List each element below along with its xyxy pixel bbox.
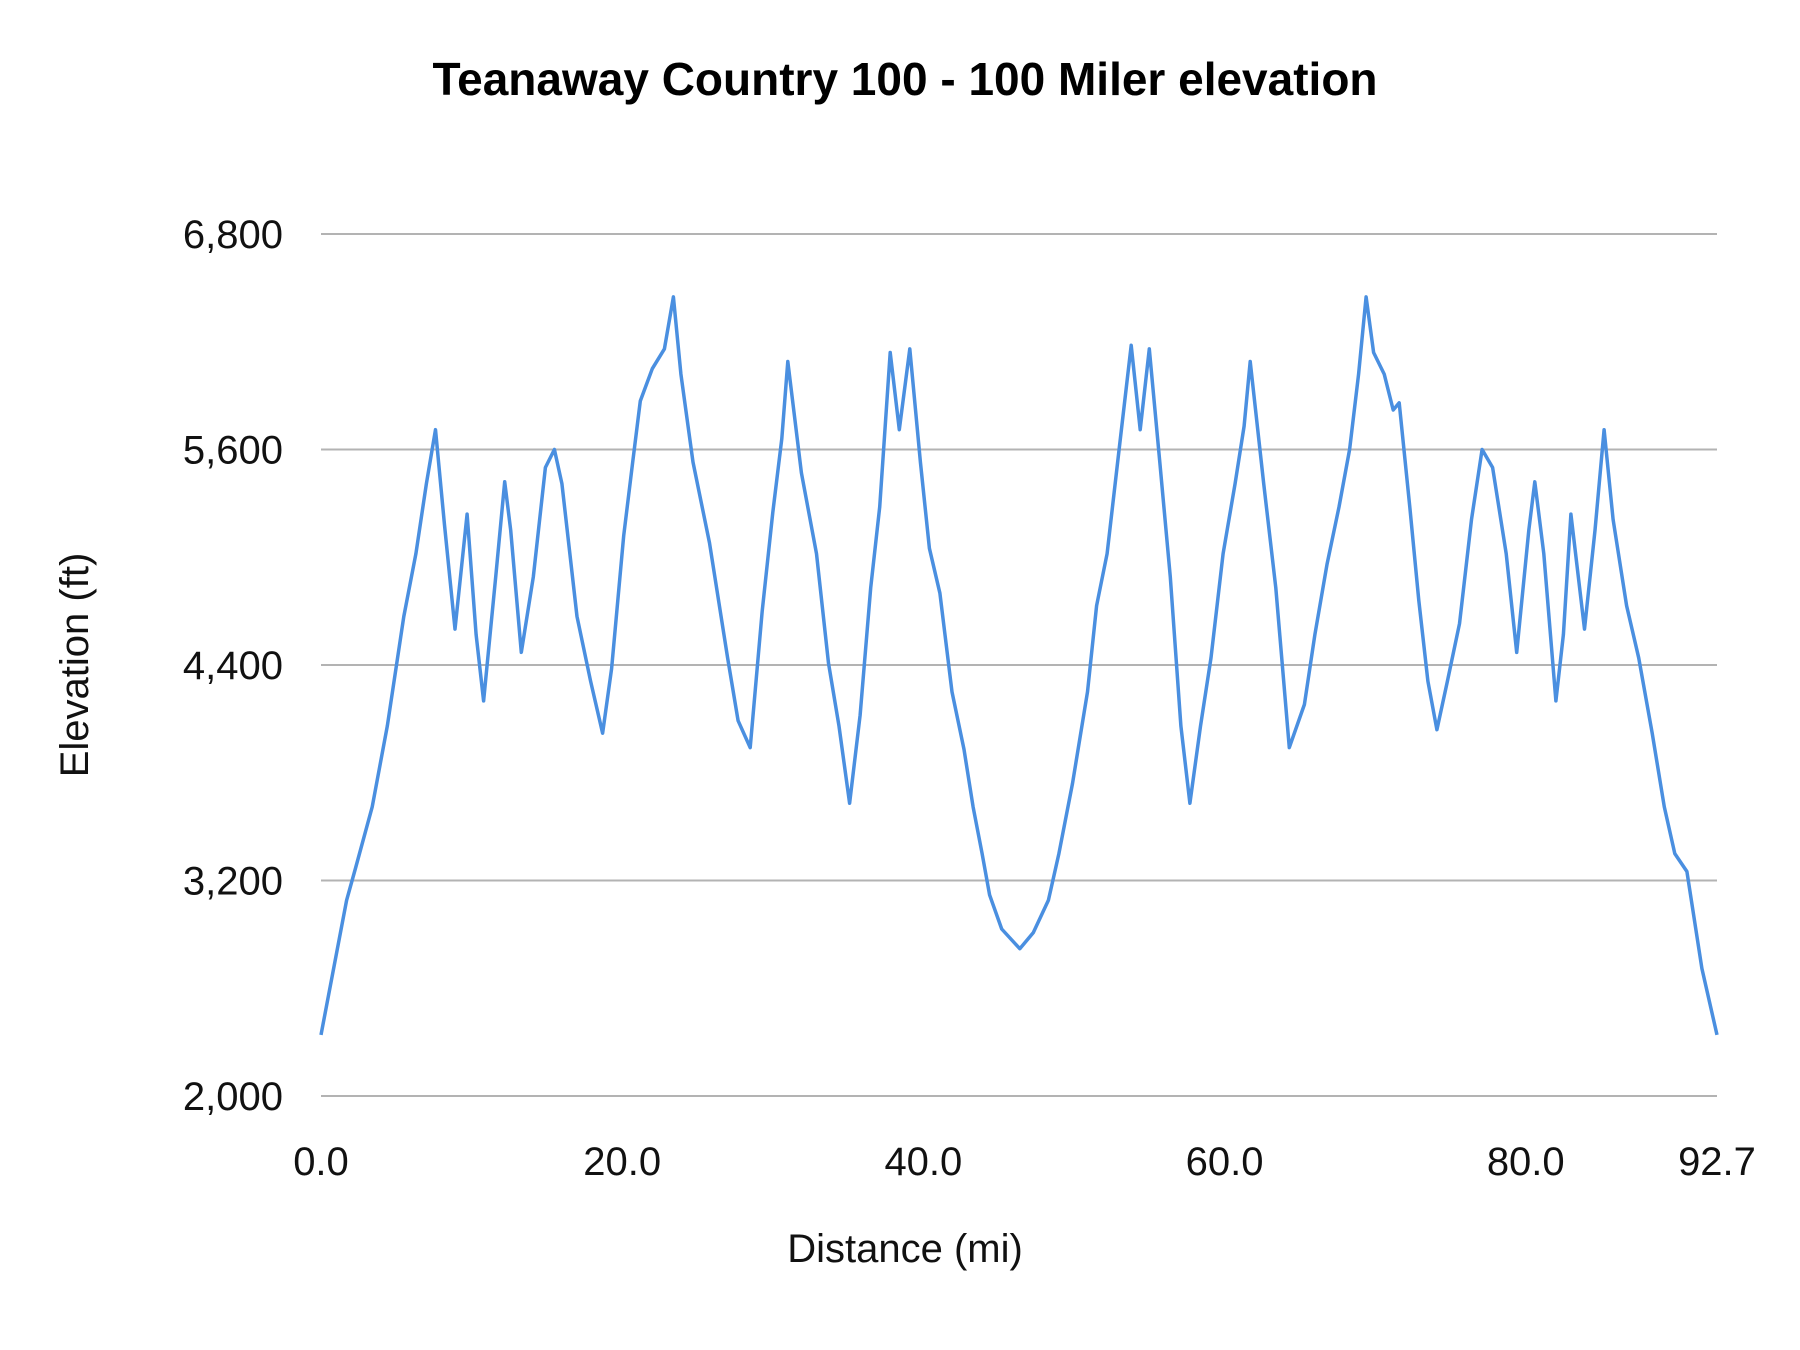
gridlines [321, 233, 1717, 1097]
y-tick-label: 6,800 [183, 213, 283, 257]
x-axis-ticks: 0.0 20.0 40.0 60.0 80.0 92.7 [293, 1140, 1756, 1184]
x-axis-label: Distance (mi) [787, 1227, 1023, 1271]
x-tick-label: 92.7 [1678, 1140, 1756, 1184]
x-tick-label: 60.0 [1186, 1140, 1264, 1184]
y-tick-label: 2,000 [183, 1075, 283, 1119]
x-tick-label: 20.0 [583, 1140, 661, 1184]
x-tick-label: 0.0 [293, 1140, 349, 1184]
y-tick-label: 4,400 [183, 644, 283, 688]
y-tick-label: 3,200 [183, 860, 283, 904]
x-tick-label: 40.0 [884, 1140, 962, 1184]
x-tick-label: 80.0 [1487, 1140, 1565, 1184]
y-axis-label: Elevation (ft) [53, 553, 97, 778]
chart-title: Teanaway Country 100 - 100 Miler elevati… [432, 53, 1377, 105]
y-axis-ticks: 2,000 3,200 4,400 5,600 6,800 [183, 213, 283, 1119]
elevation-line [319, 295, 1719, 1036]
y-tick-label: 5,600 [183, 429, 283, 473]
